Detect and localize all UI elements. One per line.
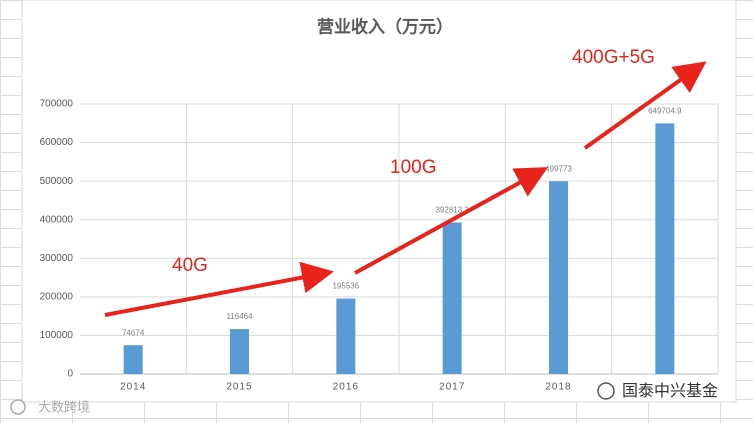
arrow	[583, 61, 707, 150]
data-label: 116464	[226, 312, 253, 321]
chart-title: 营业收入（万元）	[317, 17, 453, 38]
data-label: 499773	[545, 164, 572, 173]
x-tick-label: 2018	[545, 382, 571, 393]
annotation: 40G	[172, 255, 208, 276]
y-tick-label: 400000	[40, 214, 74, 225]
x-tick-label: 2017	[439, 382, 465, 393]
annotation: 100G	[390, 157, 436, 178]
bar	[230, 329, 249, 374]
bar	[123, 345, 143, 374]
wechat-icon	[597, 382, 615, 400]
arrow	[104, 261, 334, 317]
y-tick-label: 100000	[40, 330, 74, 341]
y-tick-label: 600000	[40, 137, 74, 148]
y-tick-label: 700000	[40, 99, 74, 110]
y-tick-label: 300000	[40, 253, 74, 264]
data-label: 392813.3	[435, 206, 469, 215]
bar	[655, 123, 675, 374]
y-tick-label: 200000	[40, 291, 74, 302]
bar	[442, 222, 462, 374]
bar	[336, 298, 356, 374]
y-tick-label: 0	[67, 369, 73, 380]
x-tick-label: 2014	[120, 382, 146, 393]
data-label: 195536	[332, 282, 359, 291]
watermark: 大数跨境	[38, 399, 90, 414]
x-tick-label: 2015	[226, 382, 252, 393]
data-label: 649704.9	[648, 107, 682, 116]
data-label: 74674	[122, 328, 145, 337]
bar	[549, 181, 568, 374]
watermark-icon	[10, 399, 26, 415]
annotation: 400G+5G	[572, 47, 655, 68]
y-tick-label: 500000	[40, 176, 74, 187]
arrow	[354, 167, 549, 275]
x-tick-label: 2016	[333, 382, 359, 393]
watermark: 国泰中兴基金	[622, 382, 718, 400]
